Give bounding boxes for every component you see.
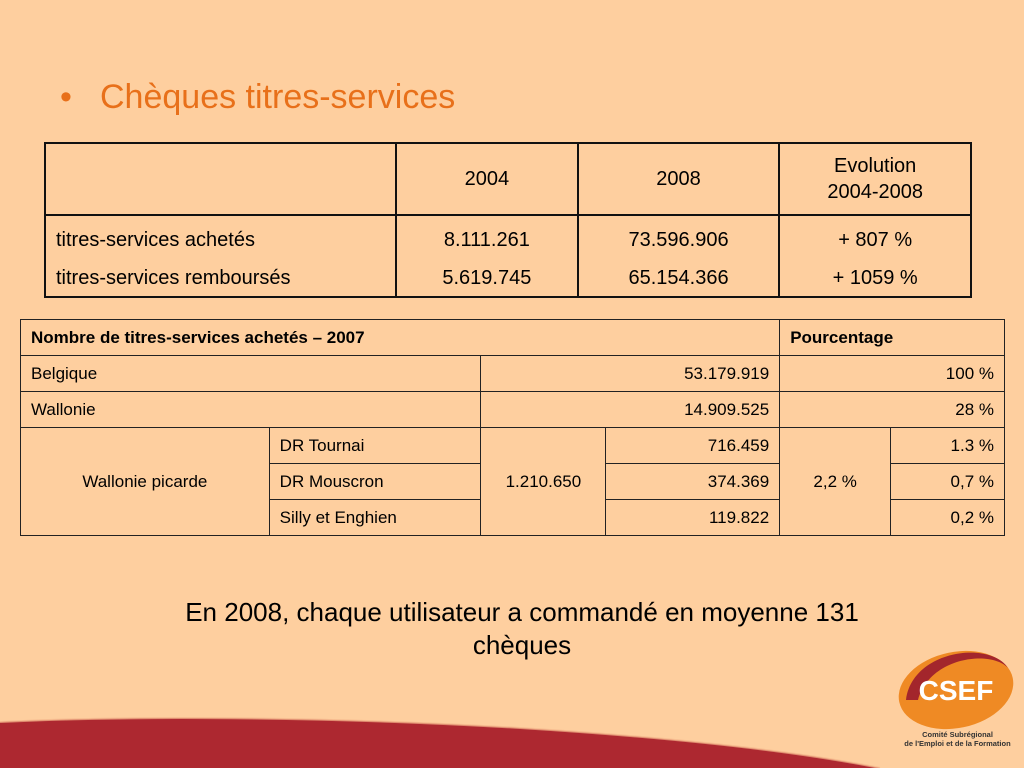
value-evolution: + 807 % [778, 215, 972, 260]
dr-pct: 1.3 % [890, 427, 1005, 464]
table-header-row: Nombre de titres-services achetés – 2007… [19, 319, 1005, 356]
slide-title: • Chèques titres-services [60, 78, 455, 117]
table-row: titres-services remboursés 5.619.745 65.… [43, 260, 972, 298]
value-2008: 65.154.366 [576, 260, 781, 298]
header-pourcentage: Pourcentage [779, 319, 1005, 356]
bullet: • [60, 78, 72, 116]
pct-wallonie: 28 % [779, 391, 1005, 428]
dr-name: DR Tournai [268, 427, 482, 464]
value-2004: 5.619.745 [395, 260, 579, 298]
header-2004: 2004 [395, 142, 579, 216]
red-wave-shape [0, 718, 880, 768]
logo-caption: Comité Subrégional de l'Emploi et de la F… [895, 730, 1020, 748]
header-evolution-line2: 2004-2008 [827, 181, 923, 203]
row-label-picarde: Wallonie picarde [20, 427, 270, 536]
header-evolution-line1: Evolution [834, 155, 917, 177]
value-picarde-total: 1.210.650 [480, 427, 607, 536]
value-2004: 8.111.261 [395, 215, 579, 260]
dr-pct: 0,2 % [890, 499, 1005, 536]
table-row: Silly et Enghien 119.822 0,2 % [21, 499, 1005, 536]
summary-note: En 2008, chaque utilisateur a commandé e… [60, 596, 984, 662]
logo-name: CSEF [919, 675, 994, 706]
table-row: titres-services achetés 8.111.261 73.596… [43, 215, 972, 260]
dr-name: DR Mouscron [268, 463, 482, 500]
summary-note-line2: chèques [472, 630, 572, 660]
table-row: DR Mouscron 374.369 0,7 % [21, 463, 1005, 500]
logo-caption-line1: Comité Subrégional [922, 730, 993, 739]
table-row: Wallonie 14.909.525 28 % [19, 391, 1005, 428]
slide-title-text: Chèques titres-services [100, 78, 456, 116]
header-2008: 2008 [576, 142, 781, 216]
logo-caption-line2: de l'Emploi et de la Formation [904, 739, 1011, 748]
header-evolution: Evolution 2004-2008 [778, 142, 972, 216]
value-evolution: + 1059 % [778, 260, 972, 298]
table-header-row: 2004 2008 Evolution 2004-2008 [43, 142, 972, 216]
header-empty-cell [43, 142, 398, 216]
wave-highlight [0, 717, 881, 768]
value-2008: 73.596.906 [576, 215, 781, 260]
titres-services-table: 2004 2008 Evolution 2004-2008 titres-serv… [43, 142, 972, 298]
pct-picarde-total: 2,2 % [779, 427, 892, 536]
row-label: titres-services achetés [43, 215, 398, 260]
value-belgique: 53.179.919 [480, 355, 781, 392]
logo-red-swoosh [906, 652, 1008, 700]
summary-note-line1: En 2008, chaque utilisateur a commandé e… [185, 597, 859, 627]
dr-name: Silly et Enghien [268, 499, 482, 536]
csef-logo: CSEF [898, 650, 1014, 730]
row-label: titres-services remboursés [43, 260, 398, 298]
table-row: Wallonie picarde DR Tournai 1.210.650 71… [20, 427, 1005, 536]
dr-value: 119.822 [605, 499, 781, 536]
achetes-2007-table: Nombre de titres-services achetés – 2007… [19, 319, 1005, 536]
